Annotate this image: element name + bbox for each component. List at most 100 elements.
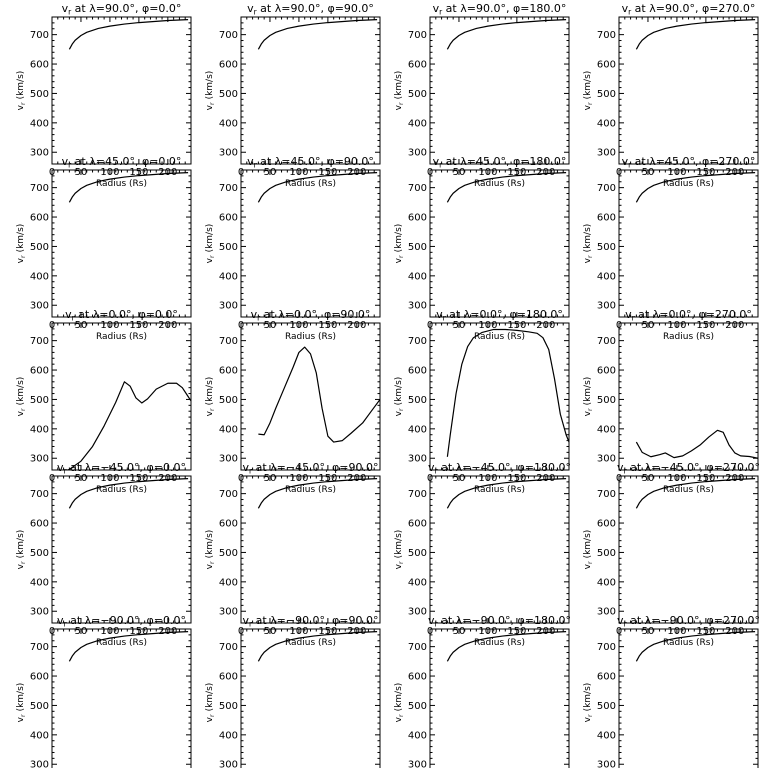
panel-title: vr at λ=45.0°, φ=0.0°	[62, 155, 182, 170]
y-axis-label: vr (km/s)	[205, 71, 216, 111]
vr-series-line	[635, 631, 756, 662]
plot-frame	[240, 169, 381, 318]
chart-panel: 050100150200300400500600700Radius (Rs)vr…	[16, 308, 192, 495]
y-tick-label: 400	[597, 577, 616, 588]
y-tick-label: 400	[408, 271, 427, 282]
chart-panel: 050100150200300400500600700Radius (Rs)vr…	[394, 155, 570, 342]
vr-series-line	[257, 478, 378, 509]
y-tick-label: 400	[30, 424, 49, 435]
vr-series-line	[635, 172, 756, 203]
chart-panel: 050100150200300400500600700Radius (Rs)vr…	[583, 614, 760, 768]
vr-series-line	[635, 478, 756, 509]
y-axis-label: vr (km/s)	[205, 530, 216, 570]
y-axis-label: vr (km/s)	[205, 377, 216, 417]
y-tick-label: 500	[597, 242, 616, 253]
y-tick-label: 400	[219, 424, 238, 435]
y-tick-label: 300	[597, 760, 616, 768]
y-tick-label: 500	[597, 701, 616, 712]
x-axis-label: Radius (Rs)	[663, 485, 714, 495]
x-axis-label: Radius (Rs)	[663, 179, 714, 189]
y-tick-label: 400	[219, 271, 238, 282]
plot-frame	[429, 16, 570, 165]
y-tick-label: 400	[408, 730, 427, 741]
y-tick-label: 600	[30, 519, 49, 530]
y-tick-label: 700	[30, 336, 49, 347]
x-axis-label: Radius (Rs)	[96, 332, 147, 342]
y-axis-label: vr (km/s)	[16, 224, 27, 264]
y-tick-label: 400	[597, 730, 616, 741]
y-tick-label: 500	[30, 242, 49, 253]
y-tick-label: 700	[219, 183, 238, 194]
y-axis-label: vr (km/s)	[16, 683, 27, 723]
x-axis-label: Radius (Rs)	[474, 638, 525, 648]
y-tick-label: 500	[219, 395, 238, 406]
y-tick-label: 400	[408, 424, 427, 435]
y-tick-label: 500	[30, 701, 49, 712]
vr-series-line	[68, 19, 189, 50]
vr-series-line	[68, 172, 189, 203]
y-tick-label: 700	[219, 30, 238, 41]
y-tick-label: 700	[597, 336, 616, 347]
plot-frame	[618, 16, 759, 165]
y-tick-label: 600	[597, 672, 616, 683]
vr-series-line	[446, 328, 569, 457]
y-tick-label: 600	[408, 60, 427, 71]
y-tick-label: 500	[219, 548, 238, 559]
y-tick-label: 500	[219, 242, 238, 253]
x-axis-label: Radius (Rs)	[663, 332, 714, 342]
y-tick-label: 500	[597, 395, 616, 406]
panel-title: vr at λ=−45.0°, φ=180.0°	[428, 461, 571, 476]
y-tick-label: 700	[597, 642, 616, 653]
y-tick-label: 700	[219, 489, 238, 500]
y-tick-label: 700	[30, 183, 49, 194]
panel-title: vr at λ=0.0°, φ=90.0°	[251, 308, 371, 323]
panel-title: vr at λ=90.0°, φ=270.0°	[622, 2, 756, 17]
x-axis-label: Radius (Rs)	[96, 485, 147, 495]
y-tick-label: 700	[408, 336, 427, 347]
y-axis-label: vr (km/s)	[583, 71, 594, 111]
y-tick-label: 600	[597, 60, 616, 71]
y-tick-label: 600	[597, 519, 616, 530]
panel-title: vr at λ=−45.0°, φ=90.0°	[242, 461, 378, 476]
y-tick-label: 600	[408, 672, 427, 683]
plot-frame	[429, 628, 570, 768]
x-axis-label: Radius (Rs)	[96, 179, 147, 189]
y-tick-label: 400	[30, 577, 49, 588]
y-tick-label: 400	[408, 577, 427, 588]
y-tick-label: 600	[30, 366, 49, 377]
vr-series-line	[65, 381, 191, 470]
y-tick-label: 300	[597, 454, 616, 465]
y-tick-label: 500	[597, 89, 616, 100]
vr-series-line	[446, 631, 567, 662]
panel-title: vr at λ=45.0°, φ=270.0°	[622, 155, 756, 170]
y-tick-label: 500	[408, 701, 427, 712]
y-tick-label: 400	[219, 577, 238, 588]
y-tick-label: 700	[30, 642, 49, 653]
y-tick-label: 300	[408, 454, 427, 465]
plot-frame	[51, 169, 192, 318]
y-axis-label: vr (km/s)	[394, 224, 405, 264]
y-axis-label: vr (km/s)	[394, 71, 405, 111]
y-tick-label: 600	[597, 366, 616, 377]
y-tick-label: 300	[30, 454, 49, 465]
plot-frame	[618, 475, 759, 624]
y-tick-label: 400	[30, 271, 49, 282]
panel-title: vr at λ=90.0°, φ=0.0°	[62, 2, 182, 17]
chart-panel: 050100150200300400500600700Radius (Rs)vr…	[16, 614, 192, 768]
plot-frame	[429, 475, 570, 624]
y-tick-label: 500	[30, 89, 49, 100]
y-axis-label: vr (km/s)	[16, 71, 27, 111]
vr-series-line	[68, 478, 189, 509]
y-tick-label: 700	[597, 30, 616, 41]
plot-frame	[618, 169, 759, 318]
plot-frame	[429, 322, 570, 471]
y-tick-label: 700	[30, 30, 49, 41]
x-axis-label: Radius (Rs)	[474, 485, 525, 495]
x-axis-label: Radius (Rs)	[474, 332, 525, 342]
panel-title: vr at λ=−90.0°, φ=180.0°	[428, 614, 571, 629]
y-tick-label: 300	[408, 148, 427, 159]
y-tick-label: 300	[30, 148, 49, 159]
vr-series-line	[446, 172, 567, 203]
plot-frame	[51, 16, 192, 165]
y-tick-label: 300	[219, 148, 238, 159]
